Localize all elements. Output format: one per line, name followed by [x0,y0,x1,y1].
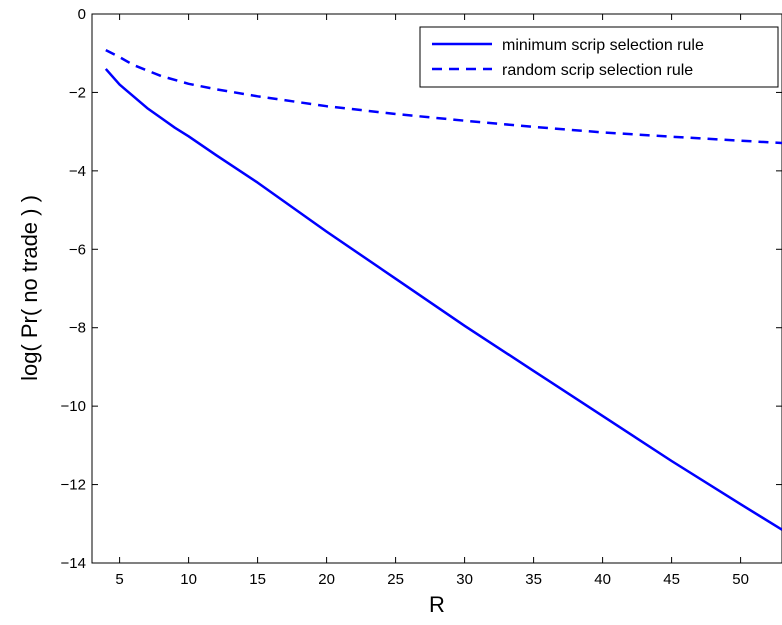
x-tick-label: 25 [387,571,404,588]
legend-label-minimum: minimum scrip selection rule [502,37,704,54]
legend: minimum scrip selection rule random scri… [419,26,779,88]
y-tick-label: −10 [61,398,86,415]
x-tick-label: 10 [180,571,197,588]
legend-box [419,26,779,88]
x-tick-label: 50 [732,571,749,588]
x-tick-label: 45 [663,571,680,588]
tick-labels: 5 10 15 20 25 30 35 40 45 50 0 −2 −4 −6 −8 −10 −12 −14 [61,6,749,588]
x-axis-label: R [429,592,445,617]
y-tick-label: −8 [69,320,86,337]
y-axis-label: log( Pr( no trade ) ) [17,195,42,381]
series-lines [104,48,782,531]
x-tick-label: 30 [456,571,473,588]
x-tick-label: 5 [115,571,123,588]
series-line-random [105,48,782,145]
y-tick-label: −4 [69,163,86,180]
x-tick-label: 20 [318,571,335,588]
x-tick-label: 35 [525,571,542,588]
legend-label-random: random scrip selection rule [502,62,693,79]
x-tick-label: 40 [594,571,611,588]
y-tick-label: −6 [69,241,86,258]
series-line-minimum [104,68,782,531]
y-tick-label: −14 [61,555,86,572]
plot-area [91,13,782,564]
y-tick-label: −12 [61,477,86,494]
y-tick-label: −2 [69,84,86,101]
y-tick-label: 0 [78,6,86,23]
axis-ticks [92,13,782,564]
x-tick-label: 15 [249,571,266,588]
